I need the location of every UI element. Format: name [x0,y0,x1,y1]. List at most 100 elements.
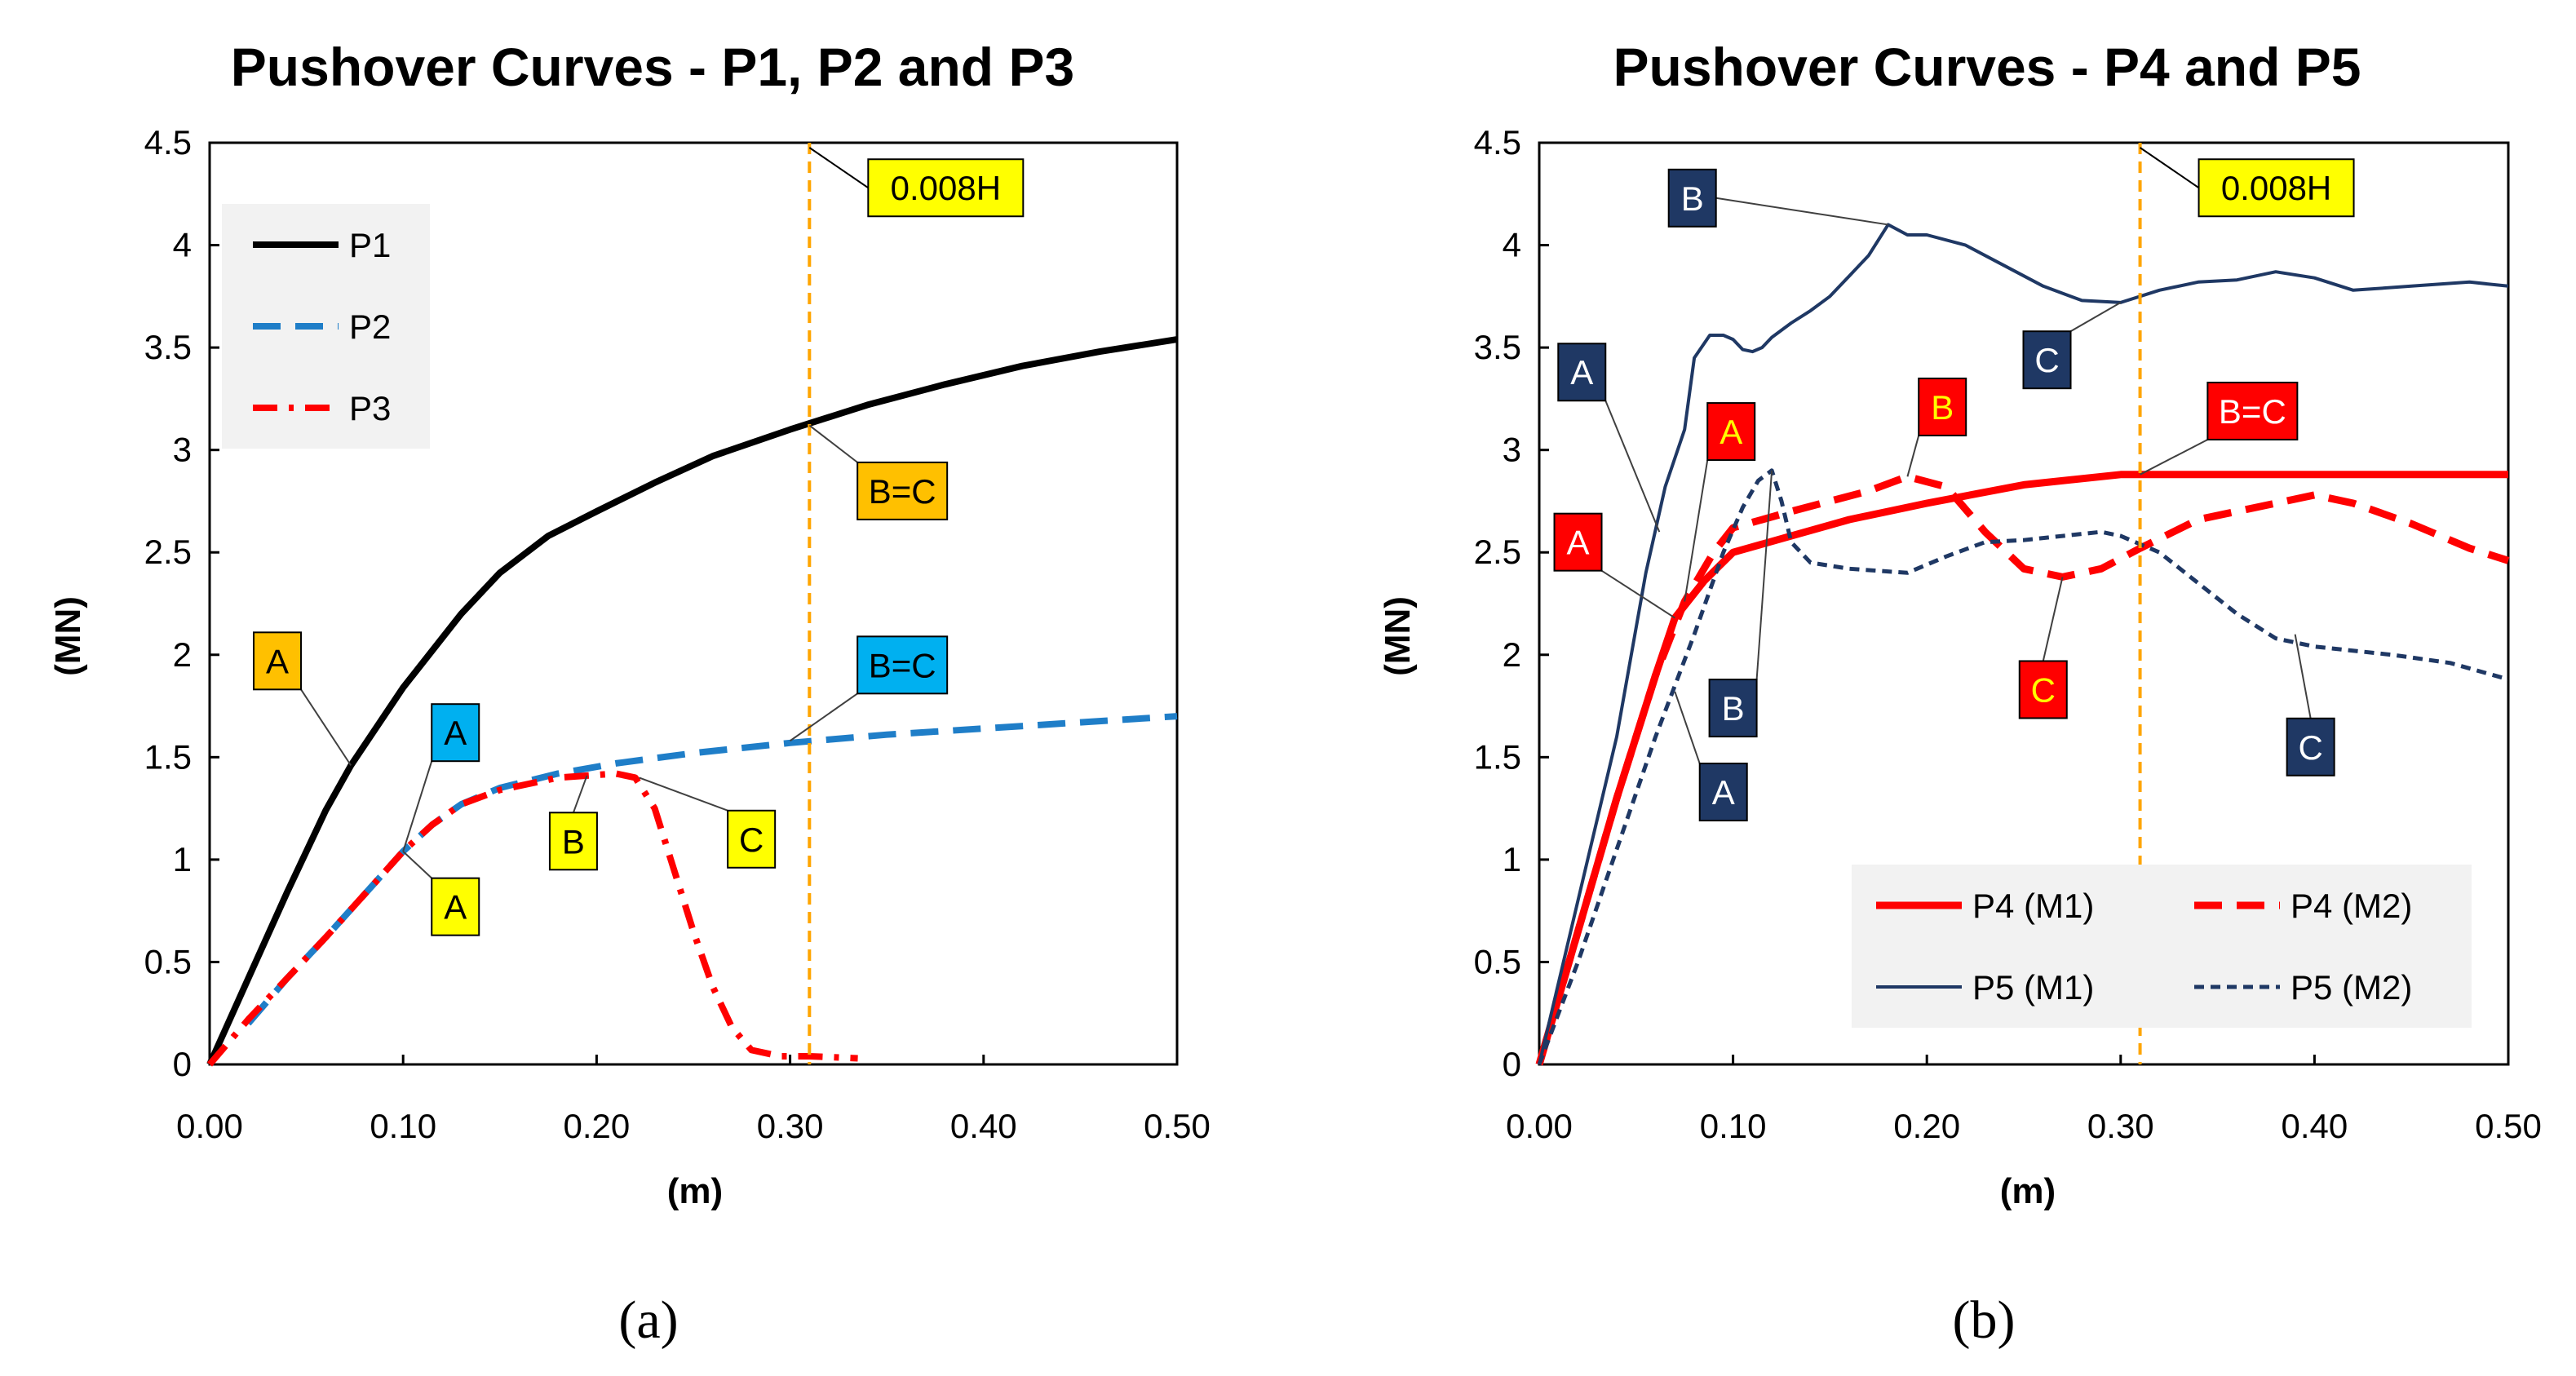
legend-entry: P4 (M2) [2291,887,2412,925]
y-tick-label-b: 0.5 [1474,942,1521,980]
callout-leader [808,424,858,463]
callout-label: C [739,821,764,859]
callout-label: B=C [2219,392,2286,431]
y-tick-label-a: 1 [173,840,192,878]
chart-title-b: Pushover Curves - P4 and P5 [1613,37,2361,97]
callout-box [431,877,480,936]
x-axis-label-a: (m) [667,1171,723,1211]
y-tick-label-b: 2 [1503,635,1521,674]
callout-box [727,809,777,869]
callout-label: C [2298,728,2322,767]
series-line-p5-m1 [1538,223,2509,1065]
x-tick-label-b: 0.40 [2282,1107,2348,1145]
callout-leader [2140,439,2208,476]
plot-frame-b [1538,141,2510,1066]
y-tick-label-a: 1.5 [144,737,192,776]
callout-box [856,461,949,520]
callout-leader [2294,634,2312,719]
reference-leader-b [2139,147,2200,189]
callout-box [2018,660,2068,719]
callout-leader [402,851,432,879]
y-tick-label-b: 1.5 [1474,737,1521,776]
callout-label: A [266,642,289,680]
y-tick-label-a: 4.5 [144,123,192,161]
callout-leader [402,760,433,852]
plot-area-b: 0 0.5 1 1.5 2 2.5 3 3.5 4 4.5 0.00 0.10 0.20 0.30 0.40… [1474,123,2542,1145]
callout-label: B [1681,179,1704,218]
callout-leader [1604,400,1661,533]
callout-leader [1906,435,1920,477]
y-axis-label-b: (MN) [1378,596,1418,676]
callout-leader [639,776,728,812]
callout-label: C [2034,341,2059,379]
callout-box [1557,343,1607,402]
legend-entry: P4 (M1) [1972,887,2094,925]
callout-box [548,812,598,871]
y-tick-label-b: 1 [1503,840,1521,878]
x-tick-label-a: 0.00 [176,1107,243,1145]
callout-leader [2070,302,2122,333]
callout-label: B=C [869,646,936,684]
callout-box [1706,402,1756,462]
legend-entry: P5 (M1) [1972,968,2094,1007]
panel-caption-a: (a) [618,1290,678,1350]
y-tick-label-b: 0 [1503,1045,1521,1083]
y-tick-label-b: 4 [1503,226,1521,264]
callout-leader [2042,577,2064,661]
y-axis-label-a: (MN) [48,596,88,676]
callout-box [2286,717,2335,776]
callout-box [431,703,480,763]
legend-b: P4 (M1) P4 (M2) P5 (M1) P5 (M2) [1852,865,2472,1028]
callout-leader [1674,691,1701,764]
series-line-p4-m2 [1535,472,2510,1066]
callout-box [856,635,949,695]
legend-background [1852,865,2472,1028]
y-tick-label-a: 0.5 [144,942,192,980]
y-tick-label-b: 2.5 [1474,533,1521,571]
callout-label: B [1722,689,1745,728]
reference-label-box-b [2198,158,2355,218]
chart-title-a: Pushover Curves - P1, P2 and P3 [231,37,1074,97]
x-tick-label-a: 0.40 [950,1107,1017,1145]
y-tick-label-a: 0 [173,1045,192,1083]
x-tick-label-a: 0.20 [564,1107,631,1145]
legend-entry: P2 [349,307,391,346]
callout-leader [1684,459,1709,602]
series-line-p1 [206,336,1178,1066]
x-tick-label-a: 0.50 [1144,1107,1211,1145]
reference-leader-a [808,147,869,189]
legend-entry: P3 [349,389,391,427]
reference-label-b: 0.008H [2221,169,2331,207]
plot-frame-a [208,141,1179,1066]
x-tick-label-b: 0.30 [2087,1107,2154,1145]
chart-panel-a: Pushover Curves - P1, P2 and P3 0 0.5 1 1.5… [48,37,1211,1350]
x-tick-label-b: 0.50 [2475,1107,2542,1145]
callout-box [2206,381,2299,440]
callout-box [253,631,303,691]
callout-label: B=C [869,472,936,511]
legend-entry: P5 (M2) [2291,968,2412,1007]
series-line-p2 [246,713,1178,1026]
callout-label: B [1931,388,1954,427]
y-tick-label-a: 2 [173,635,192,674]
y-tick-label-a: 4 [173,226,192,264]
chart-panel-b: Pushover Curves - P4 and P5 0 0.5 1 1.5 2 2.5… [1378,37,2542,1350]
x-tick-label-b: 0.20 [1893,1107,1960,1145]
series-line-p5-m2 [1537,468,2509,1065]
callout-label: C [2031,670,2056,709]
callout-leader [1715,197,1888,226]
callout-label: A [1720,413,1742,451]
callout-box [1667,168,1717,228]
plot-area-a: 0 0.5 1 1.5 2 2.5 3 3.5 4 4.5 0.00 0.10 0.20 0.30 0.40… [144,123,1211,1145]
panel-caption-b: (b) [1953,1290,2016,1350]
legend-entry: P1 [349,226,391,264]
y-tick-label-b: 4.5 [1474,123,1521,161]
y-tick-label-a: 2.5 [144,533,192,571]
callout-box [1708,679,1758,738]
reference-label-box-a [867,158,1025,218]
y-tick-label-b: 3 [1503,431,1521,469]
x-tick-label-a: 0.30 [757,1107,824,1145]
reference-label-a: 0.008H [891,169,1001,207]
callout-leader [1755,470,1773,680]
